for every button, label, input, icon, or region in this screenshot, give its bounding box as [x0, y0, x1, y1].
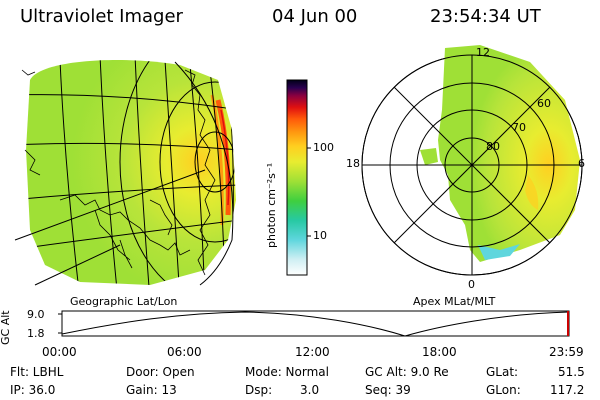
colorbar-tick-100: 100 — [313, 141, 334, 154]
altitude-ylabel: GC Alt — [0, 310, 12, 345]
altitude-ytick-low: 1.8 — [27, 327, 45, 340]
altitude-xtick-2359: 23:59 — [549, 345, 584, 359]
info-seq: Seq: 39 — [365, 383, 411, 397]
info-door: Door: Open — [126, 365, 195, 379]
altitude-xtick-0000: 00:00 — [42, 345, 77, 359]
geographic-panel — [14, 60, 236, 286]
geo-image — [26, 60, 236, 285]
geo-panel-caption: Geographic Lat/Lon — [70, 295, 178, 308]
info-gc-alt: GC Alt: 9.0 Re — [365, 365, 449, 379]
time-label: 23:54:34 UT — [430, 6, 541, 27]
mlat-label-60: 60 — [537, 97, 551, 110]
altitude-xtick-1200: 12:00 — [295, 345, 330, 359]
date-label: 04 Jun 00 — [272, 6, 358, 27]
altitude-curve — [61, 311, 570, 337]
altitude-xtick-1800: 18:00 — [422, 345, 457, 359]
apex-panel — [361, 45, 583, 276]
info-glat-label: GLat: — [486, 365, 519, 379]
info-ip: IP: 36.0 — [10, 383, 56, 397]
mlt-label-12: 12 — [476, 46, 490, 59]
info-dsp-label: Dsp: — [245, 383, 273, 397]
info-glon-label: GLon: — [486, 383, 521, 397]
colorbar — [286, 79, 311, 276]
geo-limb — [174, 61, 234, 286]
info-glat-value: 51.5 — [558, 365, 585, 379]
mlat-label-70: 70 — [512, 121, 526, 134]
info-glon-value: 117.2 — [550, 383, 585, 397]
apex-panel-caption: Apex MLat/MLT — [413, 295, 496, 308]
instrument-title: Ultraviolet Imager — [20, 6, 183, 27]
info-mode: Mode: Normal — [245, 365, 329, 379]
mlat-label-80: 80 — [486, 140, 500, 153]
info-filter: Flt: LBHL — [10, 365, 64, 379]
altitude-ytick-high: 9.0 — [27, 308, 45, 321]
mlt-label-18: 18 — [346, 157, 360, 170]
colorbar-label: photon cm⁻²s⁻¹ — [265, 162, 278, 248]
apex-image — [438, 45, 580, 262]
geo-coastlines — [21, 69, 216, 276]
altitude-xtick-0600: 06:00 — [167, 345, 202, 359]
colorbar-scale — [286, 79, 308, 276]
altitude-plot — [58, 310, 570, 337]
info-dsp-value: 3.0 — [300, 383, 320, 397]
mlt-label-6: 6 — [578, 157, 585, 170]
info-gain: Gain: 13 — [126, 383, 177, 397]
mlt-label-0: 0 — [468, 278, 475, 291]
colorbar-tick-10: 10 — [313, 229, 327, 242]
